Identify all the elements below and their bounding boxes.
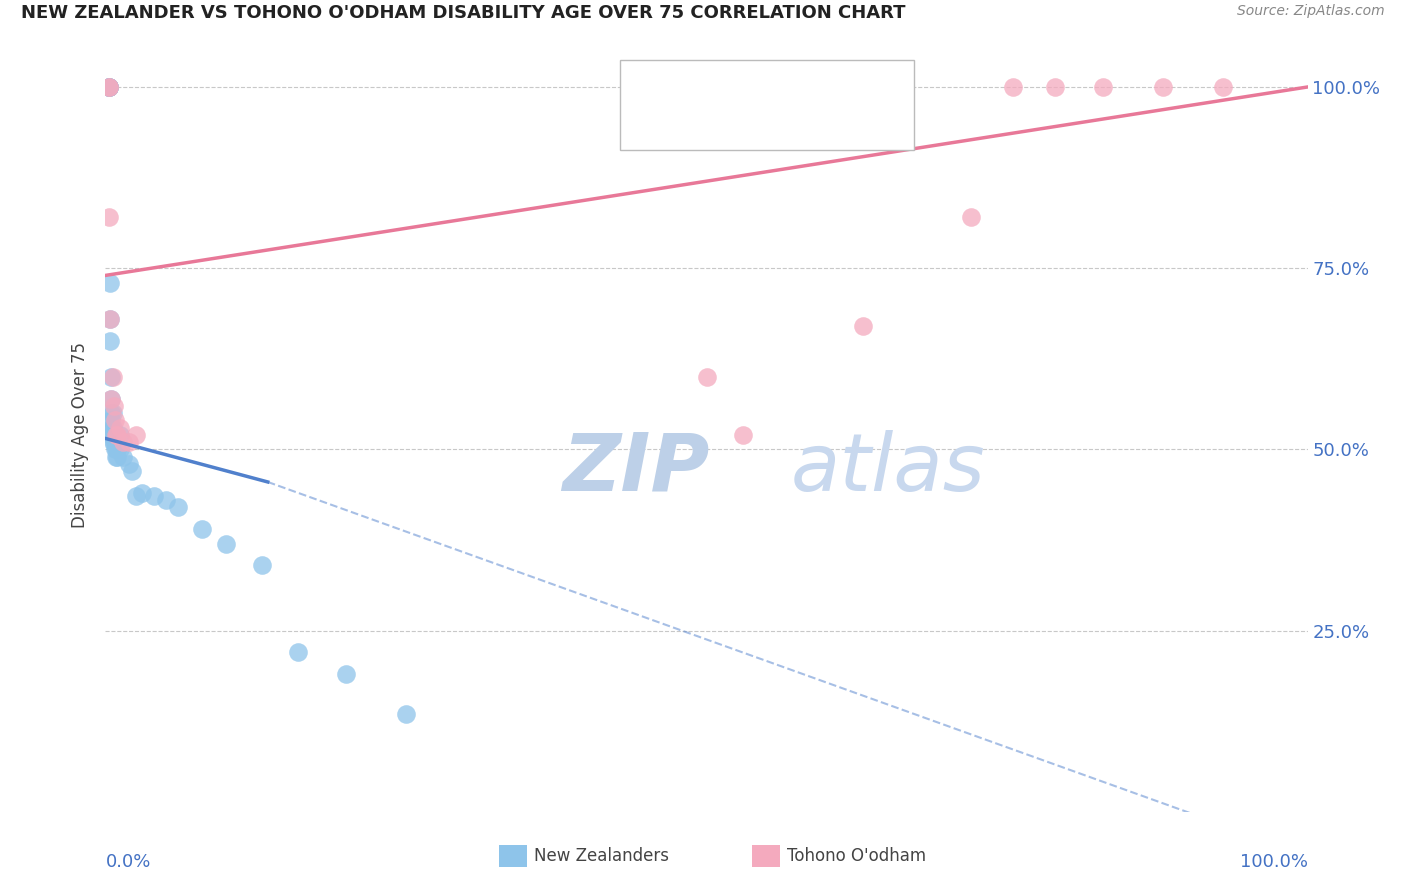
Point (103, 428, 125, 442)
Point (101, 435, 124, 450)
Point (98, 312, 121, 326)
Point (98, 80, 121, 95)
Point (118, 457, 141, 471)
Point (108, 428, 131, 442)
Point (101, 420, 124, 434)
Point (287, 645, 309, 659)
Point (100, 406, 122, 420)
Point (124, 428, 146, 442)
Point (98, 80, 121, 95)
Point (105, 428, 128, 442)
Point (101, 406, 124, 420)
Text: ZIP: ZIP (562, 430, 710, 508)
Point (731, 428, 754, 442)
Point (1002, 80, 1025, 95)
Point (852, 319, 875, 334)
Point (100, 392, 122, 406)
Point (98, 80, 121, 95)
Point (166, 500, 188, 515)
Text: R = -0.075    N = 41: R = -0.075 N = 41 (671, 76, 862, 95)
Point (105, 442, 128, 457)
Point (98, 312, 121, 326)
Point (1043, 80, 1066, 95)
Point (142, 490, 165, 504)
Point (104, 413, 127, 427)
Point (98, 334, 121, 348)
Point (107, 428, 129, 442)
Point (98, 80, 121, 95)
Point (100, 428, 122, 442)
Y-axis label: Disability Age Over 75: Disability Age Over 75 (72, 342, 90, 528)
Point (214, 536, 236, 550)
Text: R =  0.676    N = 23: R = 0.676 N = 23 (671, 117, 860, 135)
Point (121, 464, 143, 478)
Text: 100.0%: 100.0% (1240, 853, 1308, 871)
Point (112, 450, 135, 464)
Text: NEW ZEALANDER VS TOHONO O'ODHAM DISABILITY AGE OVER 75 CORRELATION CHART: NEW ZEALANDER VS TOHONO O'ODHAM DISABILI… (21, 4, 905, 22)
Point (108, 442, 131, 457)
Point (103, 435, 125, 450)
Point (1212, 80, 1234, 95)
Text: Tohono O'odham: Tohono O'odham (787, 847, 927, 865)
Point (98, 276, 121, 290)
Point (1152, 80, 1174, 95)
Point (190, 522, 212, 536)
Point (105, 450, 128, 464)
Point (155, 493, 177, 508)
Point (100, 413, 122, 427)
Point (124, 490, 146, 504)
Point (104, 442, 127, 457)
Point (112, 435, 135, 450)
Point (335, 667, 357, 681)
Point (118, 435, 141, 450)
Point (108, 420, 131, 434)
Point (100, 392, 122, 406)
Text: New Zealanders: New Zealanders (534, 847, 669, 865)
Text: 0.0%: 0.0% (105, 853, 150, 871)
Point (100, 369, 122, 384)
Point (696, 369, 718, 384)
Point (960, 211, 983, 225)
Point (101, 369, 124, 384)
Point (100, 420, 122, 434)
Point (107, 450, 129, 464)
Point (103, 399, 125, 413)
Point (98, 211, 121, 225)
Text: Source: ZipAtlas.com: Source: ZipAtlas.com (1237, 4, 1385, 19)
Point (395, 706, 418, 721)
Point (1092, 80, 1115, 95)
Point (107, 442, 129, 457)
Point (98, 80, 121, 95)
Point (98, 80, 121, 95)
Text: atlas: atlas (790, 430, 986, 508)
Point (98, 80, 121, 95)
Point (250, 558, 273, 573)
Point (131, 485, 153, 500)
Point (104, 435, 127, 450)
